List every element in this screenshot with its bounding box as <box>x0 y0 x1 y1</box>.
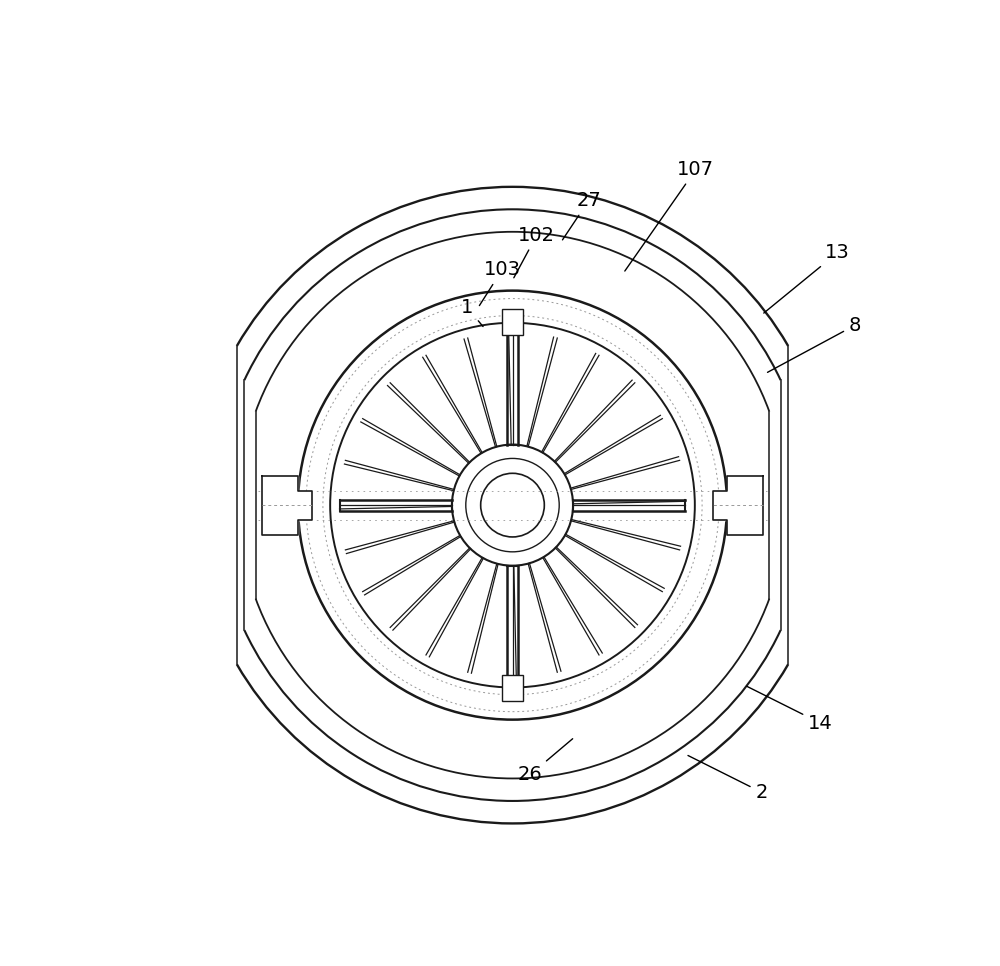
Text: 107: 107 <box>625 160 714 271</box>
Text: 27: 27 <box>562 191 601 240</box>
Text: 14: 14 <box>747 686 833 732</box>
Polygon shape <box>713 475 763 534</box>
Bar <box>502 309 523 335</box>
Text: 8: 8 <box>768 316 861 372</box>
Bar <box>502 675 523 701</box>
Text: 26: 26 <box>517 739 573 784</box>
Text: 103: 103 <box>479 261 521 305</box>
Polygon shape <box>262 475 312 534</box>
Text: 1: 1 <box>461 298 483 327</box>
Text: 102: 102 <box>514 226 555 278</box>
Text: 2: 2 <box>688 755 768 802</box>
Text: 13: 13 <box>764 243 850 313</box>
